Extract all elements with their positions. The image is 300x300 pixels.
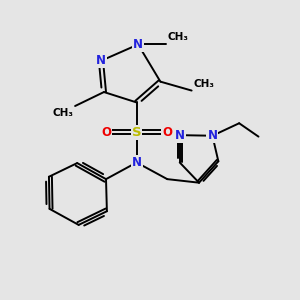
Text: O: O <box>162 126 172 139</box>
Text: N: N <box>207 129 218 142</box>
Text: CH₃: CH₃ <box>52 108 74 118</box>
Text: S: S <box>132 126 141 139</box>
Text: N: N <box>132 156 142 169</box>
Text: CH₃: CH₃ <box>193 79 214 89</box>
Text: N: N <box>175 129 185 142</box>
Text: N: N <box>133 38 143 51</box>
Text: CH₃: CH₃ <box>168 32 189 42</box>
Text: O: O <box>101 126 111 139</box>
Text: N: N <box>96 54 106 67</box>
